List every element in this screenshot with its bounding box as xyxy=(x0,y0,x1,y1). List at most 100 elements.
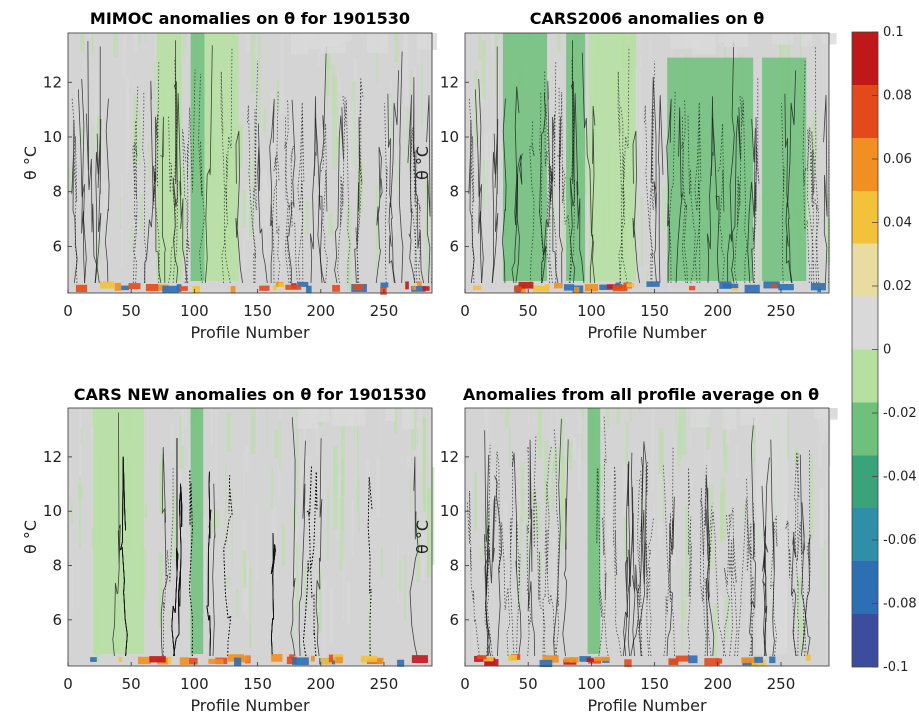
heatmap-cell xyxy=(636,68,638,147)
contour-line-positive xyxy=(569,80,576,284)
heatmap-cell xyxy=(94,70,99,115)
contour-line-negative xyxy=(223,475,233,657)
contour-line-positive xyxy=(770,439,775,657)
heatmap-cell xyxy=(274,430,279,459)
heatmap-cell xyxy=(682,600,687,620)
heatmap-cell xyxy=(674,434,676,458)
contour-line-positive xyxy=(257,123,268,284)
y-tick-label: 8 xyxy=(449,557,459,575)
x-tick-label: 100 xyxy=(180,675,209,693)
contour-line-positive xyxy=(81,78,86,284)
contour-line-negative xyxy=(667,90,676,284)
heatmap-cell xyxy=(718,33,747,43)
contour-line-negative xyxy=(636,479,642,656)
heatmap-cell xyxy=(185,33,187,57)
heatmap-cell xyxy=(800,33,803,68)
heatmap-cell xyxy=(130,225,133,251)
heatmap-cell xyxy=(688,655,698,664)
heatmap-cell xyxy=(394,33,399,63)
heatmap-cell xyxy=(332,446,338,530)
heatmap-cell xyxy=(532,285,550,292)
contour-line-positive xyxy=(175,40,188,284)
heatmap-cell xyxy=(579,656,592,662)
heatmap-cell xyxy=(376,657,384,664)
contour-line-positive xyxy=(119,456,128,657)
heatmap-cell xyxy=(256,408,258,459)
heatmap-cell xyxy=(88,33,93,39)
y-tick-label: 8 xyxy=(449,183,459,201)
heatmap-cell xyxy=(425,176,427,192)
heatmap-cell xyxy=(821,408,825,444)
heatmap-cell xyxy=(743,506,746,521)
contour-line-positive xyxy=(144,116,158,283)
heatmap-cell xyxy=(91,33,94,56)
heatmap-cell xyxy=(242,449,245,497)
contour-line-negative xyxy=(785,520,797,657)
contour-line-negative xyxy=(558,87,572,284)
heatmap-cell xyxy=(624,659,632,667)
heatmap-cell xyxy=(573,286,580,294)
heatmap-cell xyxy=(572,437,577,461)
heatmap-cell xyxy=(90,657,97,662)
heatmap-cell xyxy=(411,92,413,159)
colorbar-tick-label: 0 xyxy=(883,343,891,358)
heatmap-cell xyxy=(550,408,552,450)
heatmap-cell xyxy=(74,88,79,163)
colorbar-ticks: 0.1 0.08 0.06 0.04 0.02 0 -0.02 -0.04 -0.06 -0.08… xyxy=(872,25,917,675)
x-tick-label: 100 xyxy=(577,302,606,320)
heatmap-cell xyxy=(481,40,486,100)
x-tick-label: 50 xyxy=(519,675,538,693)
contour-line-positive xyxy=(334,107,344,284)
heatmap-cell xyxy=(386,224,391,236)
contour-line-positive xyxy=(407,94,416,284)
contour-line-positive xyxy=(749,416,756,657)
heatmap-cell xyxy=(296,408,299,495)
heatmap-cell xyxy=(328,213,333,236)
heatmap-cell xyxy=(819,487,824,549)
heatmap-cell xyxy=(146,408,149,470)
contour-line-positive xyxy=(286,99,296,284)
contour-line-negative xyxy=(781,103,785,284)
heatmap-cell xyxy=(606,500,612,596)
heatmap-cell xyxy=(527,408,530,423)
heatmap-cell xyxy=(358,478,360,533)
heatmap-cell xyxy=(94,96,98,126)
contour-line-positive xyxy=(515,153,523,284)
heatmap-cell xyxy=(162,285,179,293)
y-tick-label: 10 xyxy=(440,502,459,520)
contour-line-positive xyxy=(94,46,102,284)
contour-line-negative xyxy=(644,105,653,284)
heatmap-cell xyxy=(231,486,234,567)
heatmap-cell xyxy=(470,457,472,505)
heatmap-cell xyxy=(332,76,338,169)
x-axis-label: Profile Number xyxy=(190,696,310,715)
heatmap-cell xyxy=(751,659,766,667)
contour-line-positive xyxy=(491,133,496,284)
heatmap-cell xyxy=(612,284,628,292)
axes-frame xyxy=(67,32,433,294)
heatmap-cell xyxy=(297,281,309,287)
heatmap-cell xyxy=(563,284,575,291)
heatmap-cell xyxy=(173,601,177,615)
contour-line-negative xyxy=(355,77,363,284)
contour-line-positive xyxy=(94,133,99,284)
contour-line-positive xyxy=(315,117,323,284)
contour-line-negative xyxy=(734,96,744,284)
heatmap-cell xyxy=(556,408,559,423)
heatmap-cell xyxy=(646,281,660,287)
contour-line-positive xyxy=(409,456,419,657)
heatmap-cell xyxy=(303,33,327,50)
heatmap-cell xyxy=(411,655,428,664)
heatmap-cell xyxy=(354,423,357,482)
contour-line-positive xyxy=(491,46,499,284)
heatmap-cell xyxy=(587,201,589,292)
heatmap-cell xyxy=(337,78,341,93)
contour-line-positive xyxy=(557,116,563,284)
heatmap-cell xyxy=(181,408,184,446)
contour-line-negative xyxy=(495,451,511,657)
colorbar-tick-label: 0.06 xyxy=(883,152,912,167)
heatmap-cell xyxy=(409,70,412,97)
x-tick-label: 200 xyxy=(306,302,335,320)
heatmap-cell xyxy=(422,417,426,512)
contour-line-positive xyxy=(731,107,741,284)
